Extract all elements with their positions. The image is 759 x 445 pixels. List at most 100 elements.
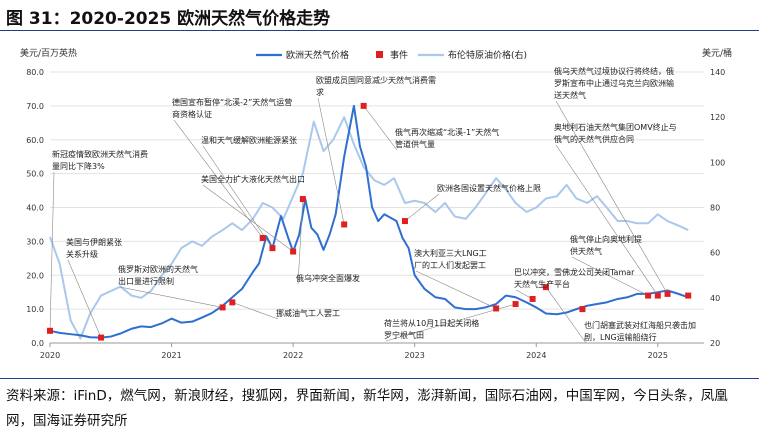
brent-series [49,116,689,340]
event-marker [401,218,408,225]
annotation-line: 俄气再次缩减“北溪-1”天然气 [395,127,499,137]
event-marker [98,334,105,341]
y-left-tick-label: 80.0 [26,68,44,77]
annotation-leader [297,199,304,285]
annotation-text: 俄乌冲突全面爆发 [296,273,360,283]
y-left-tick-label: 60.0 [26,136,44,145]
annotation-line: 管道供气量 [395,139,435,149]
annotation-leader [202,184,294,252]
annotation-line: 俄乌冲突全面爆发 [296,273,360,283]
gridlines [50,71,704,344]
annotation-text: 俄气再次缩减“北溪-1”天然气管道供气量 [395,127,499,149]
annotation-text: 美国与伊朗紧张关系升级 [66,237,122,259]
annotation-line: 剧，LNG运输船绕行 [584,332,657,342]
annotation-line: 俄罗斯对欧洲的天然气 [118,264,198,274]
annotation-line: 送天然气 [554,90,586,100]
annotation-line: 罗斯宣布中止通过乌克兰向欧洲输 [554,78,674,88]
annotation-line: 挪威油气工人罢工 [276,308,340,318]
annotation-line: 欧盟成员国同意减少天然气消费需 [316,75,436,85]
y-axis-right-label: 美元/桶 [702,47,732,59]
annotation-text: 荷兰将从10月1日起关闭格罗宁根气田 [384,318,479,340]
brent-line [49,116,689,340]
annotation-line: 温和天气缓解欧洲能源紧张 [201,135,297,145]
annotation-text: 德国宣布暂停“北溪-2”天然气运营商资格认证 [172,97,292,119]
annotation-line: 也门胡塞武装对红海船只袭击加 [584,320,696,330]
y-axis-left-label: 美元/百万英热 [20,47,77,59]
event-marker [685,292,692,299]
y-right-tick-label: 20 [710,339,720,348]
event-marker [542,284,549,291]
annotation-text: 俄乌天然气过境协议行将终结，俄罗斯宣布中止通过乌克兰向欧洲输送天然气 [554,66,674,100]
y-right-tick-label: 140 [710,68,725,77]
annotation-line: 关系升级 [66,249,98,259]
event-marker [493,305,500,312]
annotations: 新冠疫情致欧洲天然气消费量同比下降3% 美国与伊朗紧张关系升级俄罗斯对欧洲的天然气… [52,66,696,342]
annotation-text: 欧洲各国设置天然气价格上限 [437,183,541,193]
legend-event-swatch [376,51,383,58]
annotation-leader [545,286,587,344]
annotation-leader [555,100,668,295]
annotation-text: 俄气停止向奥地利提供天然气 [570,234,642,256]
annotation-line: 奥地利石油天然气集团OMV终止与 [554,122,677,132]
annotation-leader [119,286,223,308]
annotation-text: 俄罗斯对欧洲的天然气出口量进行限制 [118,264,198,286]
x-tick-label: 2020 [40,351,60,360]
annotation-line: 厂的工人们发起罢工 [414,260,486,270]
annotation-line: 巴以冲突，雪佛龙公司关闭Tamar [514,267,635,277]
annotation-line: 出口量进行限制 [118,276,174,286]
annotation-text: 新冠疫情致欧洲天然气消费量同比下降3% [52,149,148,171]
annotation-leader [232,302,279,320]
gas-series [49,104,689,339]
annotation-line: 德国宣布暂停“北溪-2”天然气运营 [172,97,292,107]
y-left-tick-label: 70.0 [26,102,44,111]
annotation-line: 量同比下降3% [52,161,105,171]
annotation-line: 俄乌天然气过境协议行将终结，俄 [554,66,674,76]
event-marker [219,304,226,311]
annotation-line: 美国与伊朗紧张 [66,237,122,247]
source-note: 资料来源：iFinD，燃气网，新浪财经，搜狐网，界面新闻，新华网，澎湃新闻，国际… [6,388,728,429]
annotation-line: 美国全力扩大液化天然气出口 [201,174,305,184]
y-left-tick-label: 50.0 [26,170,44,179]
annotation-text: 美国全力扩大液化天然气出口 [201,174,305,184]
event-marker [512,301,519,308]
annotation-text: 巴以冲突，雪佛龙公司关闭Tamar 天然气生产平台 [514,267,635,289]
y-right-tick-label: 60 [710,249,720,258]
annotation-leader [363,105,398,151]
event-marker [259,234,266,241]
x-tick-label: 2021 [161,351,181,360]
event-marker [269,245,276,252]
annotation-leader [49,171,55,331]
annotation-leader [404,193,440,222]
x-tick-label: 2024 [526,351,546,360]
x-tick-label: 2022 [283,351,303,360]
annotation-leader [415,270,497,309]
title-divider [0,30,759,31]
annotation-text: 欧盟成员国同意减少天然气消费需求 [316,75,436,97]
event-marker [654,292,661,299]
annotation-leader [317,97,345,225]
annotation-text: 澳大利亚三大LNG工厂的工人们发起罢工 [414,248,487,270]
event-marker [47,327,53,334]
annotation-leader [555,144,659,296]
figure-title: 图 31：2020-2025 欧洲天然气价格走势 [6,9,331,29]
event-marker [341,221,348,228]
event-marker [529,295,536,302]
y-right-tick-label: 100 [710,158,725,167]
annotation-text: 奥地利石油天然气集团OMV终止与俄气的天然气供应合同 [554,122,677,144]
y-left-tick-label: 30.0 [26,237,44,246]
y-right-tick-label: 40 [710,294,720,303]
annotation-leaders [49,97,668,344]
annotation-line: 天然气生产平台 [514,279,570,289]
annotation-line: 求 [316,87,324,97]
annotation-leader [571,256,649,296]
annotation-text: 温和天气缓解欧洲能源紧张 [201,135,297,145]
annotation-line: 欧洲各国设置天然气价格上限 [437,183,541,193]
annotation-text: 也门胡塞武装对红海船只袭击加剧，LNG运输船绕行 [584,320,696,342]
event-marker [360,102,367,109]
event-marker [664,290,671,297]
y-left-tick-label: 40.0 [26,204,44,213]
event-marker [645,292,652,299]
annotation-line: 供天然气 [570,246,602,256]
annotation-text: 挪威油气工人罢工 [276,308,340,318]
y-right-tick-label: 80 [710,204,720,213]
